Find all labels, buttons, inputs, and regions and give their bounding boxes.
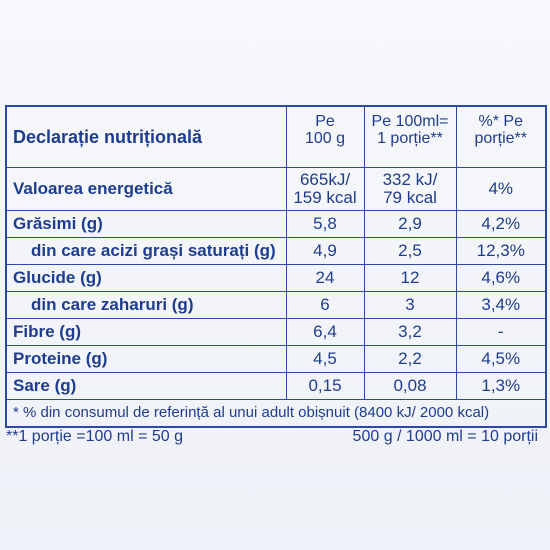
nutrient-value: 5,8 bbox=[285, 210, 365, 238]
column-header: %* Pe porție** bbox=[455, 105, 547, 168]
nutrient-value: 3 bbox=[363, 291, 457, 319]
nutrient-value: 12,3% bbox=[455, 237, 547, 265]
header-row: Declarație nutrițională Pe 100 g Pe 100ml=… bbox=[5, 105, 547, 168]
footnote: * % din consumul de referință al unui ad… bbox=[5, 399, 547, 428]
table-body: Declarație nutrițională Pe 100 g Pe 100ml=… bbox=[5, 105, 547, 428]
nutrient-row: Sare (g) 0,15 0,08 1,3% bbox=[5, 372, 547, 400]
nutrient-value: 0,08 bbox=[363, 372, 457, 400]
nutrient-value: 2,2 bbox=[363, 345, 457, 373]
nutrient-name: Sare (g) bbox=[5, 372, 287, 400]
nutrient-name: Valoarea energetică bbox=[5, 167, 287, 211]
nutrient-row: Glucide (g) 24 12 4,6% bbox=[5, 264, 547, 292]
nutrient-row: Proteine (g) 4,5 2,2 4,5% bbox=[5, 345, 547, 373]
column-header: Pe 100ml= 1 porție** bbox=[363, 105, 457, 168]
nutrient-value: 2,5 bbox=[363, 237, 457, 265]
nutrient-name: Fibre (g) bbox=[5, 318, 287, 346]
package-note: 500 g / 1000 ml = 10 porții bbox=[352, 428, 538, 445]
nutrient-name: Proteine (g) bbox=[5, 345, 287, 373]
nutrient-row: Fibre (g) 6,4 3,2- bbox=[5, 318, 547, 346]
nutrient-value: 4% bbox=[455, 167, 547, 211]
nutrient-row: Grăsimi (g) 5,8 2,9 4,2% bbox=[5, 210, 547, 238]
nutrient-value: 4,2% bbox=[455, 210, 547, 238]
nutrient-row: Valoarea energetică 665kJ/ 159 kcal 332 kJ… bbox=[5, 167, 547, 211]
table-title: Declarație nutrițională bbox=[5, 105, 287, 168]
nutrient-row: din care zaharuri (g) 6 3 3,4% bbox=[5, 291, 547, 319]
nutrient-name: Glucide (g) bbox=[5, 264, 287, 292]
nutrient-value: 1,3% bbox=[455, 372, 547, 400]
nutrient-row: din care acizi grași saturați (g) 4,9 2,5 1… bbox=[5, 237, 547, 265]
nutrient-name: Grăsimi (g) bbox=[5, 210, 287, 238]
nutrient-name: din care zaharuri (g) bbox=[5, 291, 287, 319]
nutrient-value: 0,15 bbox=[285, 372, 365, 400]
nutrient-value: 6,4 bbox=[285, 318, 365, 346]
nutrient-value: 6 bbox=[285, 291, 365, 319]
nutrient-value: - bbox=[455, 318, 547, 346]
nutrient-value: 2,9 bbox=[363, 210, 457, 238]
serving-note: **1 porție =100 ml = 50 g bbox=[6, 428, 184, 445]
nutrient-value: 4,5 bbox=[285, 345, 365, 373]
nutrient-value: 4,6% bbox=[455, 264, 547, 292]
nutrition-table: Declarație nutrițională Pe 100 g Pe 100ml=… bbox=[5, 105, 547, 428]
nutrient-value: 3,4% bbox=[455, 291, 547, 319]
nutrient-name: din care acizi grași saturați (g) bbox=[5, 237, 287, 265]
nutrient-value: 12 bbox=[363, 264, 457, 292]
nutrient-value: 4,5% bbox=[455, 345, 547, 373]
column-header: Pe 100 g bbox=[285, 105, 365, 168]
footnote-row: * % din consumul de referință al unui ad… bbox=[5, 399, 547, 428]
nutrient-value: 665kJ/ 159 kcal bbox=[285, 167, 365, 211]
nutrient-value: 332 kJ/ 79 kcal bbox=[363, 167, 457, 211]
nutrient-value: 24 bbox=[285, 264, 365, 292]
nutrient-value: 3,2 bbox=[363, 318, 457, 346]
nutrient-value: 4,9 bbox=[285, 237, 365, 265]
